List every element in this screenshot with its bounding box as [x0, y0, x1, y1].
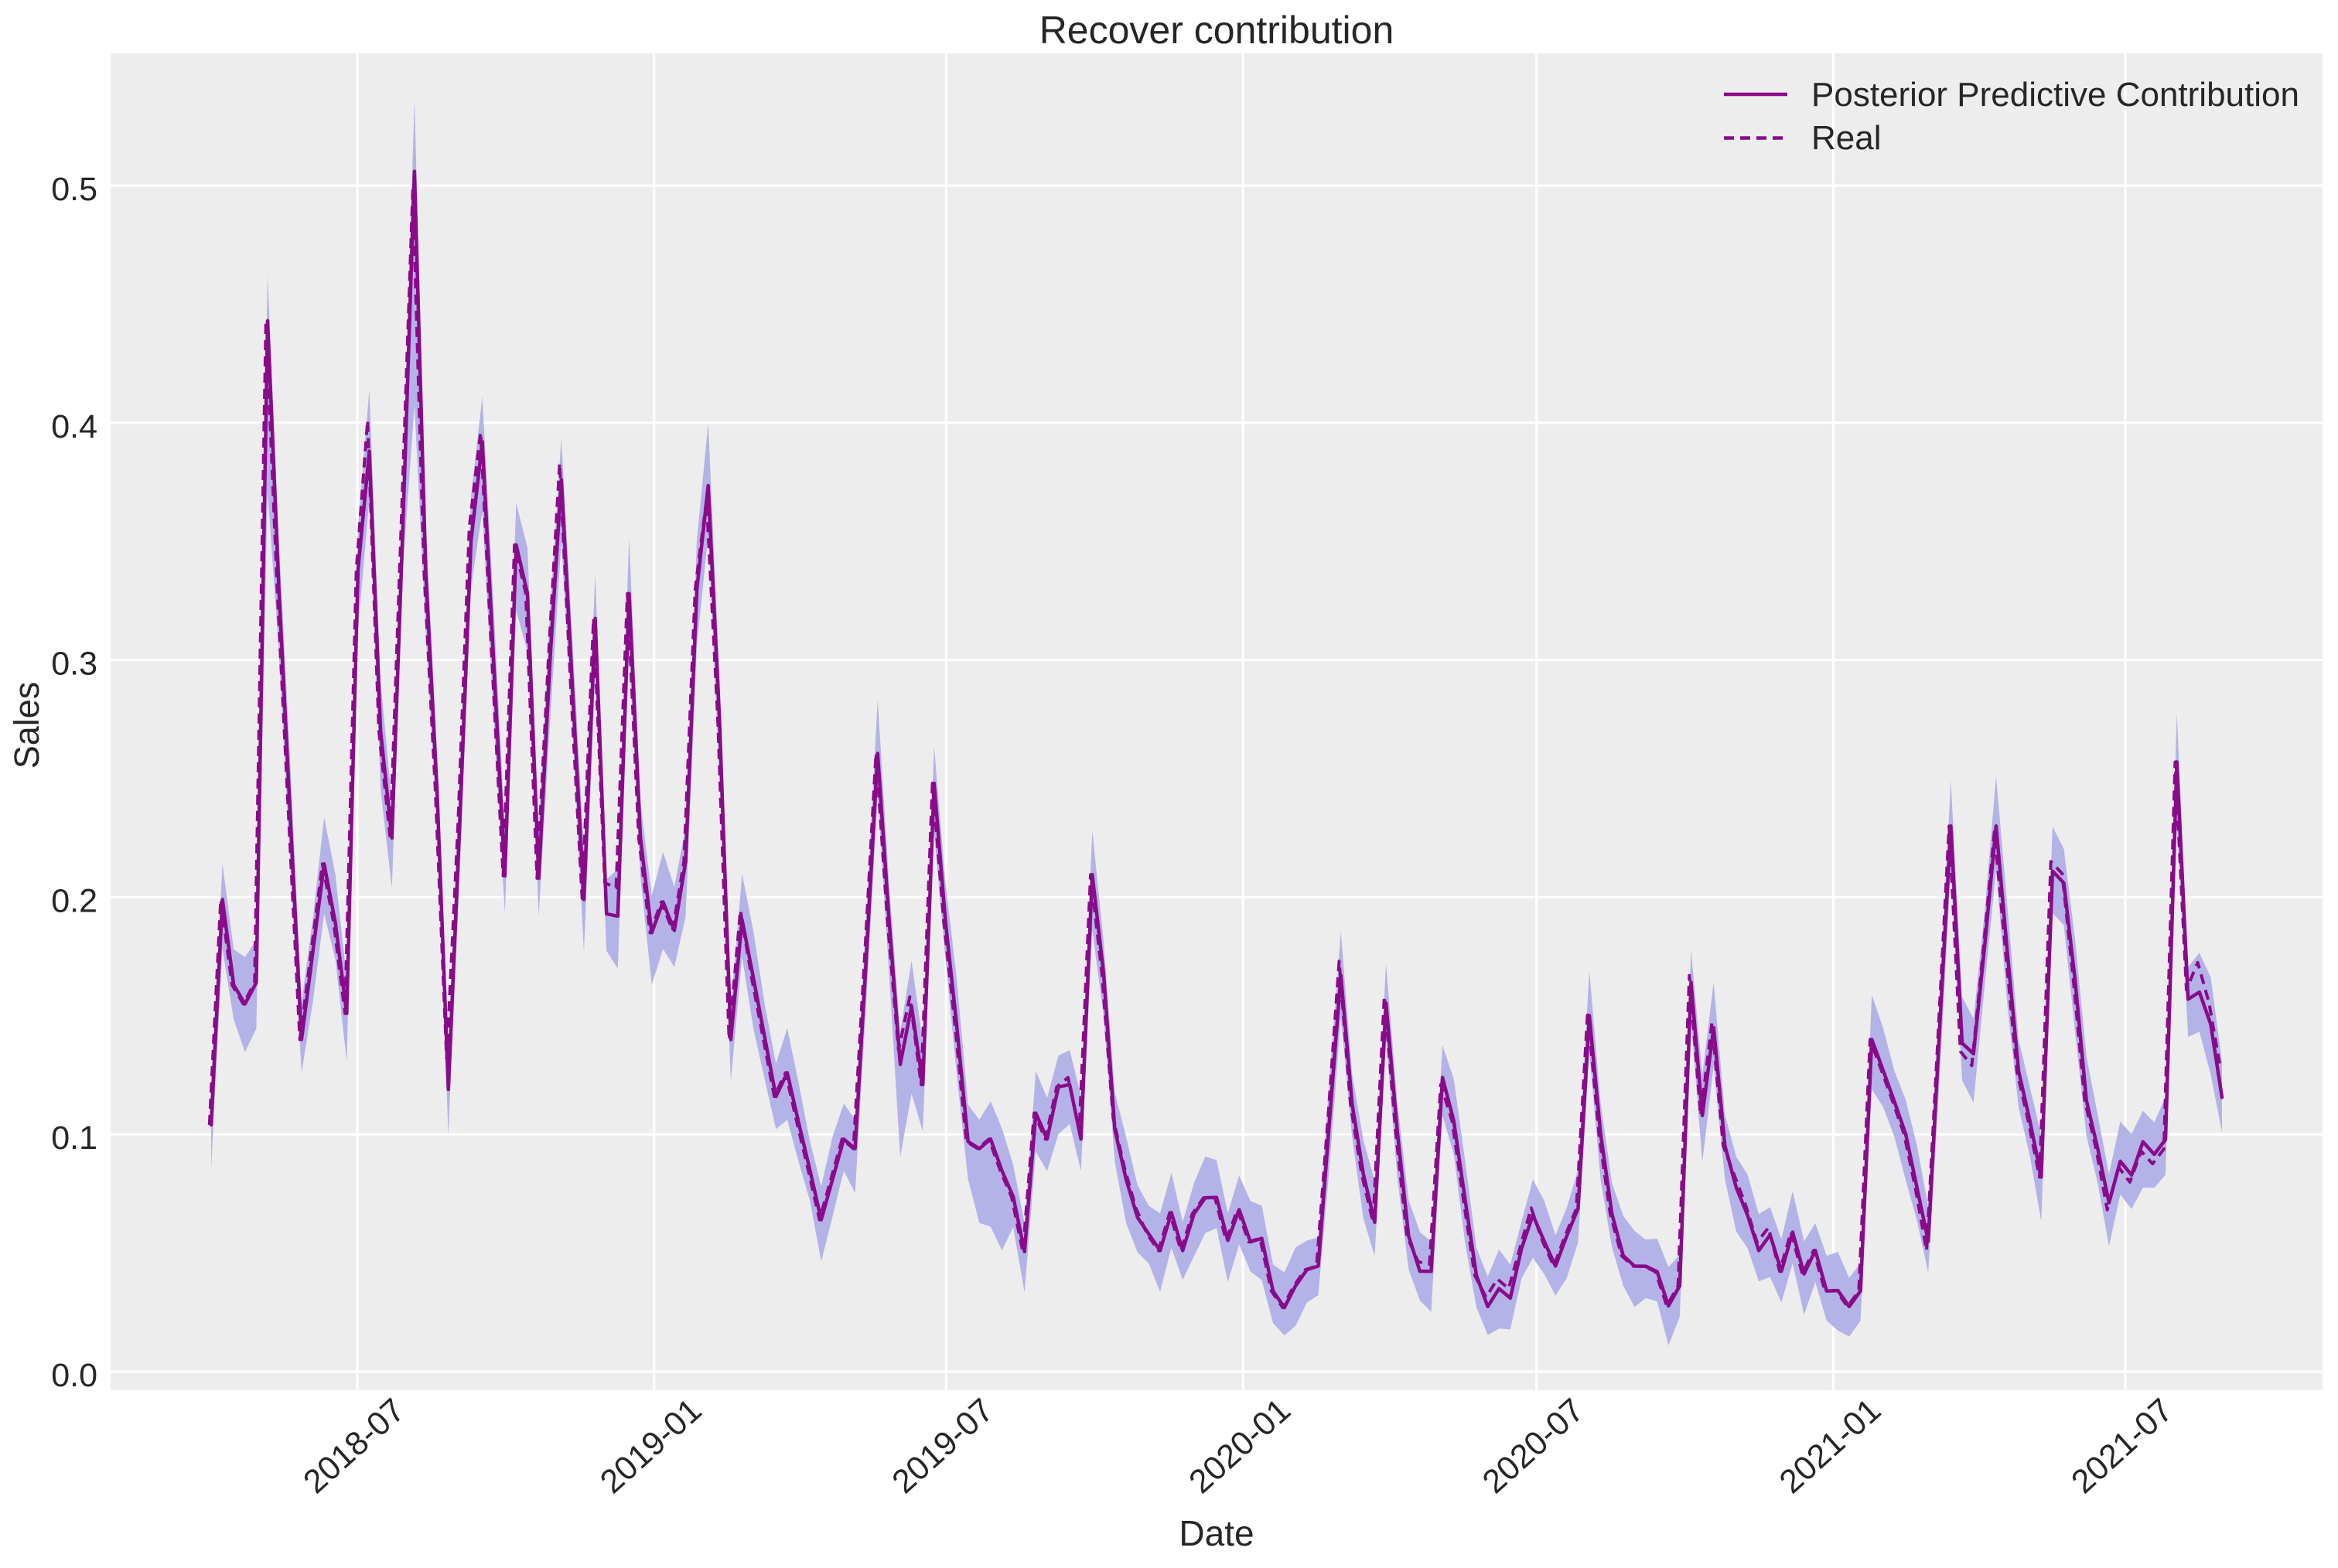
svg-text:Real: Real	[1811, 119, 1882, 157]
svg-text:0.3: 0.3	[51, 646, 97, 683]
svg-text:Date: Date	[1179, 1513, 1254, 1553]
svg-text:Posterior Predictive Contribut: Posterior Predictive Contribution	[1811, 76, 2299, 114]
svg-text:Sales: Sales	[7, 682, 46, 769]
svg-text:0.4: 0.4	[51, 408, 97, 445]
svg-text:Recover contribution: Recover contribution	[1039, 9, 1394, 52]
svg-text:0.1: 0.1	[51, 1120, 97, 1157]
svg-text:0.0: 0.0	[51, 1357, 97, 1394]
svg-text:0.5: 0.5	[51, 171, 97, 208]
svg-text:0.2: 0.2	[51, 882, 97, 919]
